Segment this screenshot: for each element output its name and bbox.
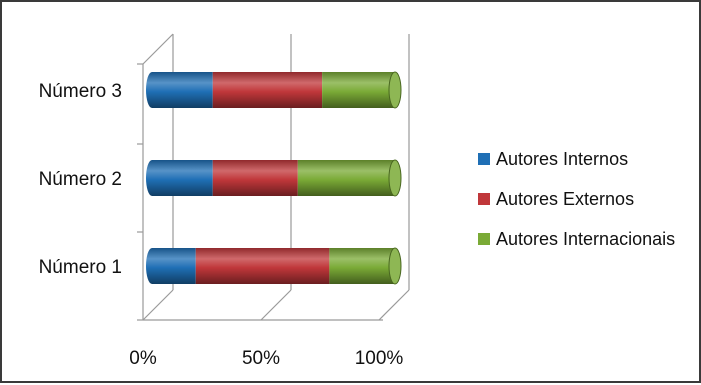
bar-segment-autores-externos-2 [212,160,298,196]
bar-left-cap [146,248,158,284]
bar-right-cap [388,159,402,197]
bar-left-cap [146,160,158,196]
bar-right-cap [388,247,402,285]
x-tick-label: 0% [129,348,157,369]
bar-segment-autores-internacionais-1 [329,248,395,284]
grid-layer [137,33,410,321]
x-tick-label: 50% [242,348,280,369]
x-tick-label: 100% [355,348,404,369]
bar-segment-autores-externos-1 [195,248,330,284]
x-axis-ticks: 0% 50% 100% [129,348,403,369]
category-label: Número 2 [39,169,122,190]
bar-segment-autores-internos-1 [152,248,196,284]
legend-swatch [478,233,490,245]
bar-right-cap [388,71,402,109]
bar-left-cap [146,72,158,108]
category-labels: Número 1 Número 2 Número 3 [39,81,122,278]
left-wall-top-edge [142,33,174,65]
legend: Autores Internos Autores Externos Autores … [478,149,675,249]
bar-segment-autores-internos-2 [152,160,213,196]
legend-label: Autores Externos [496,189,634,209]
floor-gridline-0 [142,289,174,321]
bar-layer [146,71,402,285]
legend-label: Autores Internos [496,149,628,169]
category-label: Número 3 [39,81,122,102]
floor-gridline-100 [378,289,410,321]
floor-gridline-50 [260,289,292,321]
legend-swatch [478,153,490,165]
category-label: Número 1 [39,257,122,278]
bar-segment-autores-internacionais-3 [322,72,395,108]
legend-label: Autores Internacionais [496,229,675,249]
bar-segment-autores-externos-3 [212,72,323,108]
bar-segment-autores-internos-3 [152,72,213,108]
legend-swatch [478,193,490,205]
bar-segment-autores-internacionais-2 [297,160,395,196]
